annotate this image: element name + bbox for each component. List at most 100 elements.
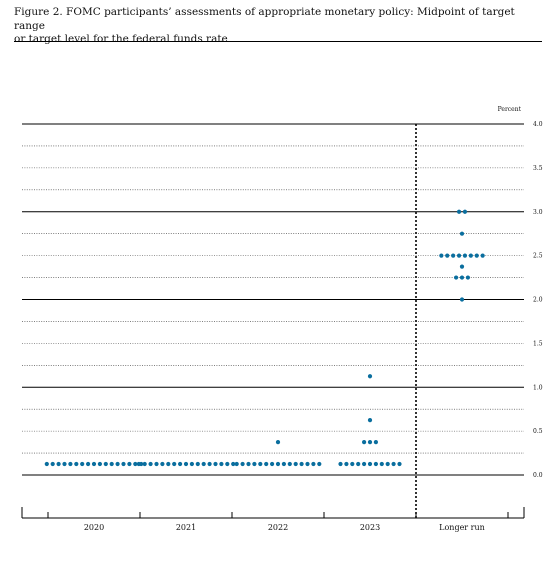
grid-lines — [22, 123, 524, 476]
data-dot — [80, 461, 85, 467]
data-dot — [373, 439, 378, 445]
data-dot — [456, 209, 462, 214]
data-dot — [258, 461, 263, 467]
data-dot — [281, 461, 286, 467]
data-dot — [109, 461, 114, 467]
data-dot — [462, 209, 468, 214]
data-dot — [264, 461, 269, 467]
data-dot — [317, 461, 322, 467]
data-dot — [397, 461, 402, 467]
data-dot — [252, 461, 257, 467]
y-tick-label: 2.5 — [533, 253, 543, 260]
x-tick-label: 2020 — [84, 523, 104, 532]
data-dot — [86, 461, 91, 467]
data-dot — [311, 461, 316, 467]
data-dot — [201, 461, 206, 467]
data-dot — [459, 264, 465, 269]
data-dot — [103, 461, 108, 467]
caption-line-1: Figure 2. FOMC participants’ assessments… — [14, 6, 515, 32]
x-axis: 2020 2021 2022 2023 Longer run — [21, 507, 525, 532]
data-dot — [465, 275, 470, 280]
data-dot — [136, 461, 141, 467]
y-tick-label: 4.0 — [533, 121, 543, 128]
data-dot — [275, 439, 281, 445]
data-dot — [189, 461, 194, 467]
data-dot — [305, 461, 310, 467]
data-dot — [350, 461, 355, 467]
data-dot — [385, 461, 390, 467]
data-dot — [459, 297, 465, 302]
data-dot — [44, 461, 49, 467]
data-dot — [133, 461, 138, 467]
y-axis: 0.0 0.5 1.0 1.5 2.0 2.5 3.0 3.5 4.0 — [533, 121, 543, 479]
data-dot — [379, 461, 384, 467]
data-dot — [234, 461, 239, 467]
data-dot — [56, 461, 61, 467]
data-dot — [459, 275, 465, 280]
data-dot — [270, 461, 275, 467]
data-dot — [246, 461, 251, 467]
caption-rule — [14, 41, 542, 42]
data-dot — [338, 461, 343, 467]
data-dot — [68, 461, 73, 467]
figure-caption: Figure 2. FOMC participants’ assessments… — [14, 6, 544, 47]
data-dot — [391, 461, 396, 467]
data-dot — [183, 461, 189, 467]
data-dot — [127, 461, 132, 467]
data-dot — [97, 461, 102, 467]
data-dot — [299, 461, 304, 467]
data-dot — [462, 253, 468, 258]
data-dot — [445, 253, 450, 258]
y-tick-label: 0.5 — [533, 428, 543, 435]
data-dot — [121, 461, 126, 467]
data-dot — [454, 275, 459, 280]
data-dot — [367, 418, 373, 423]
data-dot — [362, 461, 367, 467]
x-tick-label: 2023 — [360, 523, 380, 532]
data-dot — [293, 461, 298, 467]
data-dot — [172, 461, 177, 467]
data-dot — [480, 253, 485, 258]
y-tick-label: 1.0 — [533, 384, 543, 391]
data-dot — [160, 461, 165, 467]
data-dot — [367, 461, 373, 467]
y-tick-label: 3.0 — [533, 209, 543, 216]
data-dot — [468, 253, 473, 258]
data-dot — [240, 461, 245, 467]
data-dot — [207, 461, 212, 467]
data-dot — [219, 461, 224, 467]
data-dot — [115, 461, 120, 467]
data-dot — [91, 461, 97, 467]
y-tick-label: 1.5 — [533, 340, 543, 347]
data-dot — [213, 461, 218, 467]
data-dot — [373, 461, 378, 467]
data-dot — [362, 439, 367, 445]
y-tick-label: 2.0 — [533, 297, 543, 304]
data-dot — [154, 461, 159, 467]
data-dot — [275, 461, 281, 467]
x-tick-label: Longer run — [439, 523, 485, 532]
data-dot — [50, 461, 55, 467]
data-dot — [225, 461, 230, 467]
data-dot — [287, 461, 292, 467]
data-dot — [439, 253, 444, 258]
data-dot — [344, 461, 349, 467]
data-dot — [456, 253, 462, 258]
data-dot — [367, 374, 373, 379]
data-dot — [166, 461, 171, 467]
data-dot — [195, 461, 200, 467]
y-tick-label: 0.0 — [533, 472, 543, 479]
data-dot — [178, 461, 183, 467]
y-axis-label: Percent — [498, 106, 522, 113]
data-dot — [356, 461, 361, 467]
dot-series — [44, 209, 485, 467]
data-dot — [62, 461, 67, 467]
data-dot — [367, 439, 373, 445]
data-dot — [231, 461, 236, 467]
data-dot — [451, 253, 456, 258]
data-dot — [459, 231, 465, 236]
data-dot — [142, 461, 147, 467]
data-dot — [148, 461, 153, 467]
x-tick-label: 2021 — [176, 523, 196, 532]
